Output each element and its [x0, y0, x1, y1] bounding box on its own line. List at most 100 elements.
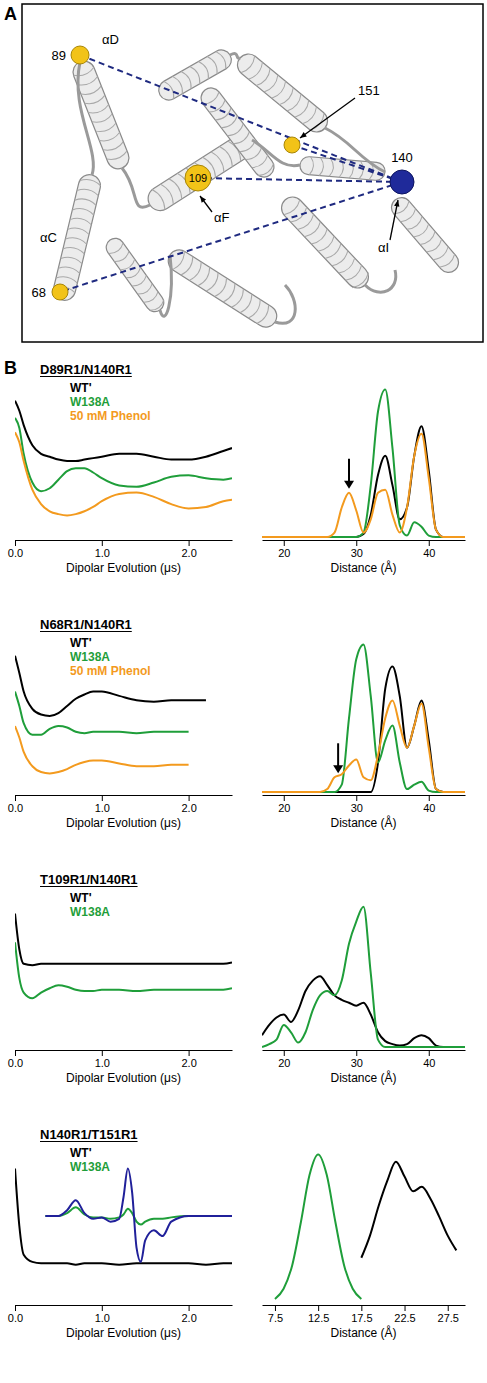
- pointer: [200, 196, 212, 212]
- helix-turn: [287, 94, 304, 113]
- helix-turn: [169, 177, 185, 199]
- helix-body: [155, 46, 235, 103]
- title-underline: [40, 376, 132, 377]
- legend-entry: W138A: [70, 395, 110, 409]
- series-line: [15, 692, 189, 735]
- chart: 203040Distance (Å): [262, 907, 466, 1085]
- helix-turn: [75, 197, 97, 206]
- tick: 0.0: [8, 1305, 23, 1324]
- legend-entry: WT': [70, 891, 92, 905]
- helix-turn: [81, 86, 103, 97]
- helix-turn: [339, 258, 357, 276]
- tick-label: 0.0: [8, 802, 23, 814]
- tick-label: 30: [351, 1057, 363, 1069]
- title-underline: [40, 1141, 138, 1142]
- helix-turn: [216, 50, 229, 69]
- tick-mark: [189, 1305, 190, 1311]
- axis-title: Distance (Å): [330, 815, 396, 830]
- tick-label: 7.5: [268, 1312, 283, 1324]
- helix-turn: [291, 207, 309, 225]
- helix-turn: [190, 65, 203, 84]
- series-line: [45, 1169, 232, 1262]
- x-axis: 203040: [263, 540, 466, 559]
- helix-label: αF: [214, 210, 230, 225]
- tick-mark: [15, 1305, 16, 1311]
- tick-mark: [15, 795, 16, 801]
- tick-label: 20: [278, 547, 290, 559]
- series-line: [15, 656, 206, 716]
- axis-title: Dipolar Evolution (μs): [66, 1326, 181, 1340]
- tick-mark: [318, 1305, 319, 1311]
- helix-turn: [325, 243, 343, 261]
- helix-turn: [96, 123, 118, 134]
- helix-turn: [107, 151, 129, 162]
- helix-turn: [211, 150, 227, 172]
- residue-label: 151: [358, 83, 380, 98]
- tick: 2.0: [181, 1305, 196, 1324]
- panel-frame: [22, 4, 483, 342]
- helix-label: αD: [102, 32, 119, 47]
- helix: [51, 172, 102, 302]
- tick-label: 22.5: [394, 1312, 415, 1324]
- helix-turn: [61, 255, 83, 264]
- helix-turn: [132, 275, 149, 288]
- distance-lines: [60, 55, 402, 292]
- x-axis: 0.01.02.0: [8, 795, 233, 814]
- helix-turn: [332, 251, 350, 269]
- axis-title: Dipolar Evolution (μs): [66, 816, 181, 830]
- loop: [160, 255, 171, 316]
- tick: 0.0: [8, 1050, 23, 1069]
- series-line: [262, 700, 465, 792]
- legend-entry: 50 mM Phenol: [70, 409, 151, 423]
- figure: A8968109151140αDαCαFαIBD89R1/N140R10.01.…: [0, 0, 487, 1383]
- helix-turn: [207, 55, 220, 74]
- tick: 17.5: [351, 1305, 372, 1324]
- helix-turn: [172, 75, 185, 94]
- cartoon: [51, 46, 462, 331]
- tick-label: 0.0: [8, 547, 23, 559]
- helix-turn: [400, 209, 417, 225]
- plot-area: [15, 656, 206, 774]
- helix-turn: [302, 107, 319, 126]
- axis-line: [263, 795, 466, 796]
- series-line: [15, 401, 232, 461]
- dashed-link: [80, 55, 402, 182]
- tick-mark: [102, 1305, 103, 1311]
- tick-label: 12.5: [308, 1312, 329, 1324]
- tick: 1.0: [95, 1050, 110, 1069]
- residue-label: 68: [32, 285, 46, 300]
- residue-label: 109: [189, 172, 207, 184]
- tick-label: 30: [351, 802, 363, 814]
- helix-turn: [346, 265, 364, 283]
- tick-mark: [102, 1050, 103, 1056]
- helix-turn: [189, 262, 204, 282]
- helix-turn: [240, 294, 255, 314]
- tick-mark: [361, 1305, 362, 1311]
- panel-letter: B: [4, 358, 17, 378]
- axis-title: Dipolar Evolution (μs): [66, 1071, 181, 1085]
- chart: D89R1/N140R10.01.02.0Dipolar Evolution (…: [8, 362, 233, 575]
- tick: 1.0: [95, 540, 110, 559]
- annotation-arrow: [337, 743, 339, 767]
- title-underline: [40, 631, 132, 632]
- pointer: [300, 98, 355, 138]
- helix-turn: [221, 116, 239, 131]
- tick: 40: [423, 795, 435, 814]
- tick-label: 2.0: [181, 547, 196, 559]
- helix-turn: [223, 283, 238, 303]
- axis-line: [263, 540, 466, 541]
- panel-letter: A: [4, 4, 17, 24]
- tick-mark: [429, 1050, 430, 1056]
- panel-a: A8968109151140αDαCαFαI: [4, 4, 483, 342]
- tick: 22.5: [394, 1305, 415, 1324]
- helix-turn: [413, 224, 430, 240]
- helix-turn: [143, 292, 160, 305]
- helix-turn: [65, 236, 87, 245]
- loop: [230, 54, 240, 59]
- series-line: [262, 644, 465, 792]
- helix-turn: [227, 124, 245, 139]
- helix-turn: [295, 100, 312, 119]
- residue-sphere: [185, 165, 211, 191]
- helix-turn: [120, 259, 137, 272]
- axis-line: [263, 1305, 466, 1306]
